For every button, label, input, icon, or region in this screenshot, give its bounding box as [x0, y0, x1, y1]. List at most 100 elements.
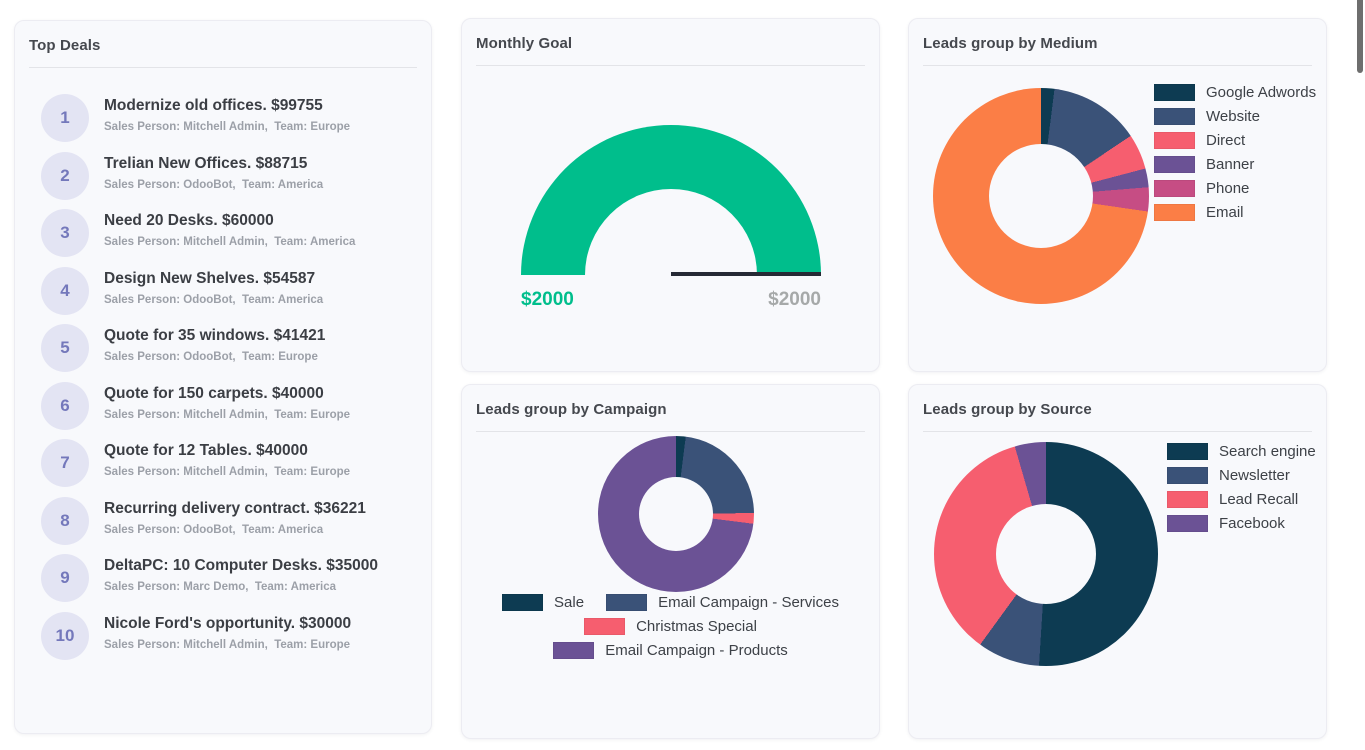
deal-subtitle: Sales Person: Mitchell Admin, Team: Amer… [104, 236, 356, 248]
legend-label: Lead Recall [1219, 490, 1299, 508]
deal-row[interactable]: 6 Quote for 150 carpets. $40000 Sales Pers… [41, 381, 417, 430]
deal-row[interactable]: 3 Need 20 Desks. $60000 Sales Person: Mitc… [41, 209, 417, 257]
deal-rank-badge: 1 [41, 94, 89, 142]
legend-item-christmas-special[interactable]: Christmas Special [584, 614, 757, 638]
legend-swatch-icon [1167, 466, 1208, 484]
legend-item-banner[interactable]: Banner [1154, 152, 1316, 176]
source-legend: Search engine Newsletter Lead Recall Facebo… [1167, 439, 1316, 535]
deal-row[interactable]: 4 Design New Shelves. $54587 Sales Person:… [41, 266, 417, 315]
top-deals-card: Top Deals 1 Modernize old offices. $99755… [14, 20, 432, 734]
monthly-goal-gauge[interactable] [521, 125, 821, 275]
campaign-donut-chart[interactable] [598, 436, 754, 592]
legend-swatch-icon [1167, 442, 1208, 460]
leads-by-medium-title: Leads group by Medium [923, 35, 1098, 52]
deal-title: Recurring delivery contract. $36221 [104, 499, 366, 517]
deal-rank-badge: 10 [41, 611, 89, 660]
gauge-current-value: $2000 [521, 289, 574, 310]
card-divider [923, 431, 1312, 432]
scrollbar-thumb[interactable] [1357, 0, 1363, 73]
legend-swatch-icon [1154, 203, 1195, 221]
deal-title: Quote for 12 Tables. $40000 [104, 442, 308, 459]
deal-rank-badge: 7 [41, 439, 89, 487]
deal-row[interactable]: 5 Quote for 35 windows. $41421 Sales Perso… [41, 324, 417, 372]
card-divider [476, 431, 865, 432]
legend-item-email[interactable]: Email [1154, 200, 1316, 224]
deal-subtitle: Sales Person: OdooBot, Team: Europe [104, 351, 318, 363]
deal-subtitle: Sales Person: Mitchell Admin, Team: Euro… [104, 121, 351, 133]
legend-label: Christmas Special [636, 617, 757, 635]
legend-label: Google Adwords [1206, 83, 1317, 101]
legend-item-facebook[interactable]: Facebook [1167, 511, 1316, 535]
leads-by-source-title: Leads group by Source [923, 401, 1092, 418]
deal-title: DeltaPC: 10 Computer Desks. $35000 [104, 557, 378, 574]
deal-title: Design New Shelves. $54587 [104, 269, 316, 287]
scrollbar-track[interactable] [1353, 0, 1365, 750]
deal-subtitle: Sales Person: OdooBot, Team: America [104, 293, 324, 306]
legend-swatch-icon [1154, 179, 1195, 197]
legend-item-direct[interactable]: Direct [1154, 128, 1316, 152]
deal-row[interactable]: 8 Recurring delivery contract. $36221 Sale… [41, 496, 417, 545]
legend-label: Banner [1206, 155, 1255, 173]
medium-donut-chart[interactable] [933, 88, 1149, 304]
legend-item-search-engine[interactable]: Search engine [1167, 439, 1316, 463]
source-donut-chart[interactable] [934, 442, 1158, 666]
leads-by-campaign-title: Leads group by Campaign [476, 401, 667, 418]
leads-by-source-card: Leads group by Source Search engine Newsl… [908, 384, 1327, 739]
deal-rank-badge: 5 [41, 324, 89, 372]
legend-label: Email [1206, 203, 1244, 221]
gauge-target-value: $2000 [768, 289, 821, 310]
campaign-legend: Sale Email Campaign - Services Christmas S… [476, 590, 865, 662]
deal-title: Need 20 Desks. $60000 [104, 212, 274, 229]
deal-title: Trelian New Offices. $88715 [104, 154, 308, 172]
legend-swatch-icon [553, 641, 595, 659]
deal-row[interactable]: 2 Trelian New Offices. $88715 Sales Person… [41, 151, 417, 200]
deal-row[interactable]: 9 DeltaPC: 10 Computer Desks. $35000 Sales… [41, 554, 417, 602]
deal-subtitle: Sales Person: Mitchell Admin, Team: Euro… [104, 466, 351, 478]
legend-item-email-campaign-services[interactable]: Email Campaign - Services [606, 590, 839, 614]
deal-row[interactable]: 10 Nicole Ford's opportunity. $30000 Sales… [41, 611, 417, 660]
legend-item-sale[interactable]: Sale [502, 590, 584, 614]
legend-label: Search engine [1219, 442, 1316, 460]
legend-item-lead-recall[interactable]: Lead Recall [1167, 487, 1316, 511]
top-deals-title: Top Deals [29, 37, 101, 54]
deal-title: Nicole Ford's opportunity. $30000 [104, 614, 352, 632]
legend-swatch-icon [1167, 514, 1208, 532]
deal-subtitle: Sales Person: Mitchell Admin, Team: Euro… [104, 638, 351, 651]
gauge-threshold-line [671, 272, 821, 276]
deal-subtitle: Sales Person: Marc Demo, Team: America [104, 581, 337, 593]
legend-swatch-icon [606, 593, 648, 611]
card-divider [476, 65, 865, 66]
deal-title: Quote for 35 windows. $41421 [104, 327, 326, 344]
deal-title: Modernize old offices. $99755 [104, 97, 323, 114]
legend-swatch-icon [502, 593, 544, 611]
legend-label: Sale [554, 593, 585, 611]
top-deals-list: 1 Modernize old offices. $99755 Sales Pers… [15, 94, 431, 660]
deal-rank-badge: 8 [41, 496, 89, 545]
deal-row[interactable]: 7 Quote for 12 Tables. $40000 Sales Person… [41, 439, 417, 487]
legend-swatch-icon [584, 617, 626, 635]
legend-label: Facebook [1219, 514, 1285, 532]
card-divider [923, 65, 1312, 66]
legend-item-google-adwords[interactable]: Google Adwords [1154, 80, 1316, 104]
deal-rank-badge: 9 [41, 554, 89, 602]
deal-subtitle: Sales Person: OdooBot, Team: America [104, 178, 324, 191]
legend-item-newsletter[interactable]: Newsletter [1167, 463, 1316, 487]
legend-item-phone[interactable]: Phone [1154, 176, 1316, 200]
deal-rank-badge: 4 [41, 266, 89, 315]
deal-row[interactable]: 1 Modernize old offices. $99755 Sales Pers… [41, 94, 417, 142]
deal-subtitle: Sales Person: OdooBot, Team: America [104, 523, 324, 536]
card-divider [29, 67, 417, 68]
legend-label: Email Campaign - Services [658, 593, 839, 611]
legend-swatch-icon [1154, 155, 1195, 173]
legend-item-email-campaign-products[interactable]: Email Campaign - Products [553, 638, 788, 662]
legend-swatch-icon [1154, 83, 1195, 101]
legend-label: Phone [1206, 179, 1250, 197]
legend-label: Direct [1206, 131, 1246, 149]
deal-rank-badge: 2 [41, 151, 89, 200]
leads-by-medium-card: Leads group by Medium Google Adwords Webs… [908, 18, 1327, 372]
legend-item-website[interactable]: Website [1154, 104, 1316, 128]
gauge-labels: $2000 $2000 [521, 289, 821, 311]
leads-by-campaign-card: Leads group by Campaign Sale Email Campai… [461, 384, 880, 739]
deal-rank-badge: 6 [41, 381, 89, 430]
legend-swatch-icon [1154, 131, 1195, 149]
